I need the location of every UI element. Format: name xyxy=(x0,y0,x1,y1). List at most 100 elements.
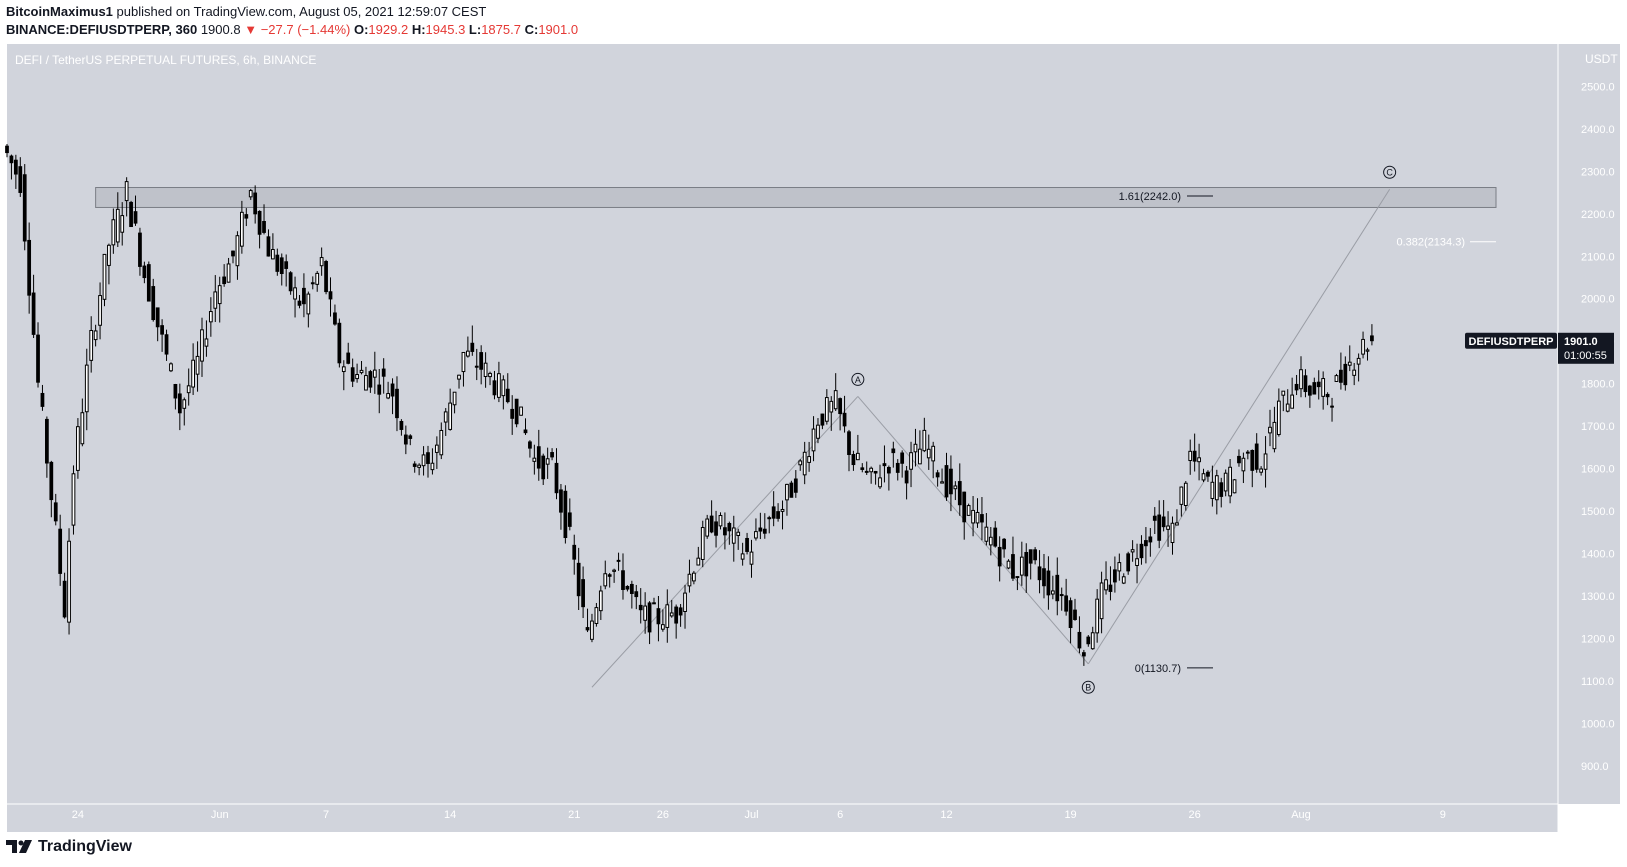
candle-body[interactable] xyxy=(151,286,156,321)
candle-body[interactable] xyxy=(164,334,169,355)
candle-body[interactable] xyxy=(1099,582,1104,620)
candle-body[interactable] xyxy=(660,624,665,630)
candle-body[interactable] xyxy=(359,369,364,374)
candle-body[interactable] xyxy=(1002,538,1006,550)
candle-body[interactable] xyxy=(430,462,435,471)
candle-body[interactable] xyxy=(434,444,439,453)
candle-body[interactable] xyxy=(115,208,120,243)
candle-body[interactable] xyxy=(102,253,107,300)
candle-body[interactable] xyxy=(71,473,76,526)
candle-body[interactable] xyxy=(186,385,191,394)
candle-body[interactable] xyxy=(302,287,306,305)
candle-body[interactable] xyxy=(138,232,142,267)
candle-body[interactable] xyxy=(807,456,811,463)
candle-body[interactable] xyxy=(1276,400,1281,436)
candle-body[interactable] xyxy=(798,460,803,466)
candle-body[interactable] xyxy=(222,276,227,285)
candle-body[interactable] xyxy=(1303,375,1308,393)
candle-body[interactable] xyxy=(1090,632,1095,650)
candle-body[interactable] xyxy=(1126,553,1131,572)
candle-body[interactable] xyxy=(563,490,568,539)
candle-body[interactable] xyxy=(705,518,710,537)
candle-body[interactable] xyxy=(1068,600,1073,629)
candle-body[interactable] xyxy=(993,527,998,547)
candle-body[interactable] xyxy=(310,282,315,285)
candle-body[interactable] xyxy=(76,426,80,471)
candle-body[interactable] xyxy=(581,579,585,608)
candle-body[interactable] xyxy=(58,528,63,574)
candle-body[interactable] xyxy=(878,477,882,488)
candle-body[interactable] xyxy=(962,491,967,523)
candle-body[interactable] xyxy=(36,334,40,383)
candle-body[interactable] xyxy=(519,406,523,416)
candle-body[interactable] xyxy=(13,159,18,175)
candle-body[interactable] xyxy=(904,470,909,484)
candle-body[interactable] xyxy=(1250,450,1255,471)
candle-body[interactable] xyxy=(505,388,510,403)
candle-body[interactable] xyxy=(129,201,133,228)
author-name[interactable]: BitcoinMaximus1 xyxy=(6,4,113,19)
candle-body[interactable] xyxy=(226,263,231,283)
candle-body[interactable] xyxy=(1117,562,1122,572)
candle-body[interactable] xyxy=(851,454,856,466)
candle-body[interactable] xyxy=(1028,549,1033,564)
candle-body[interactable] xyxy=(1037,566,1042,581)
candle-body[interactable] xyxy=(895,462,900,473)
candle-body[interactable] xyxy=(107,244,111,266)
candle-body[interactable] xyxy=(213,291,218,309)
candle-body[interactable] xyxy=(709,515,714,533)
candle-body[interactable] xyxy=(93,330,98,341)
candle-body[interactable] xyxy=(1073,609,1077,620)
candle-body[interactable] xyxy=(208,311,213,323)
candle-body[interactable] xyxy=(231,250,235,257)
candle-body[interactable] xyxy=(528,441,532,449)
candle-body[interactable] xyxy=(452,391,457,406)
candle-body[interactable] xyxy=(692,572,696,582)
candle-body[interactable] xyxy=(461,351,466,373)
candle-body[interactable] xyxy=(483,362,488,377)
candle-body[interactable] xyxy=(572,544,577,560)
candle-body[interactable] xyxy=(988,536,993,546)
candle-body[interactable] xyxy=(1015,576,1020,579)
candle-body[interactable] xyxy=(1334,375,1339,382)
candle-body[interactable] xyxy=(386,393,390,399)
candle-body[interactable] xyxy=(603,573,608,587)
candle-body[interactable] xyxy=(262,221,266,233)
candle-body[interactable] xyxy=(31,292,36,335)
candle-body[interactable] xyxy=(891,448,896,454)
candle-body[interactable] xyxy=(457,374,461,380)
candle-body[interactable] xyxy=(479,352,484,370)
candle-body[interactable] xyxy=(1237,455,1241,464)
candle-body[interactable] xyxy=(1312,382,1317,395)
candle-body[interactable] xyxy=(1263,453,1268,470)
candle-body[interactable] xyxy=(1272,421,1277,450)
candle-body[interactable] xyxy=(957,481,962,506)
candle-body[interactable] xyxy=(869,467,874,473)
candle-body[interactable] xyxy=(669,612,674,617)
candle-body[interactable] xyxy=(900,452,905,464)
wave-label-circle[interactable] xyxy=(1383,165,1397,179)
candle-body[interactable] xyxy=(45,418,49,464)
candle-body[interactable] xyxy=(1170,522,1175,544)
candle-body[interactable] xyxy=(855,452,860,461)
candle-body[interactable] xyxy=(1343,363,1348,386)
candle-body[interactable] xyxy=(217,285,222,305)
candle-body[interactable] xyxy=(84,364,89,413)
current-price-tag[interactable] xyxy=(1558,332,1614,364)
candle-body[interactable] xyxy=(1064,595,1069,612)
candle-body[interactable] xyxy=(5,145,9,154)
resistance-zone[interactable] xyxy=(95,187,1497,208)
candle-body[interactable] xyxy=(169,363,173,372)
candle-body[interactable] xyxy=(417,464,422,468)
candle-body[interactable] xyxy=(820,413,825,426)
candle-body[interactable] xyxy=(559,489,563,513)
candle-body[interactable] xyxy=(1019,556,1024,576)
candle-body[interactable] xyxy=(1139,543,1144,559)
candle-body[interactable] xyxy=(802,451,807,476)
candle-body[interactable] xyxy=(926,448,931,459)
candle-body[interactable] xyxy=(18,166,23,193)
candle-body[interactable] xyxy=(625,585,630,590)
candle-body[interactable] xyxy=(536,446,541,469)
candle-body[interactable] xyxy=(488,372,492,378)
candle-body[interactable] xyxy=(860,467,865,470)
